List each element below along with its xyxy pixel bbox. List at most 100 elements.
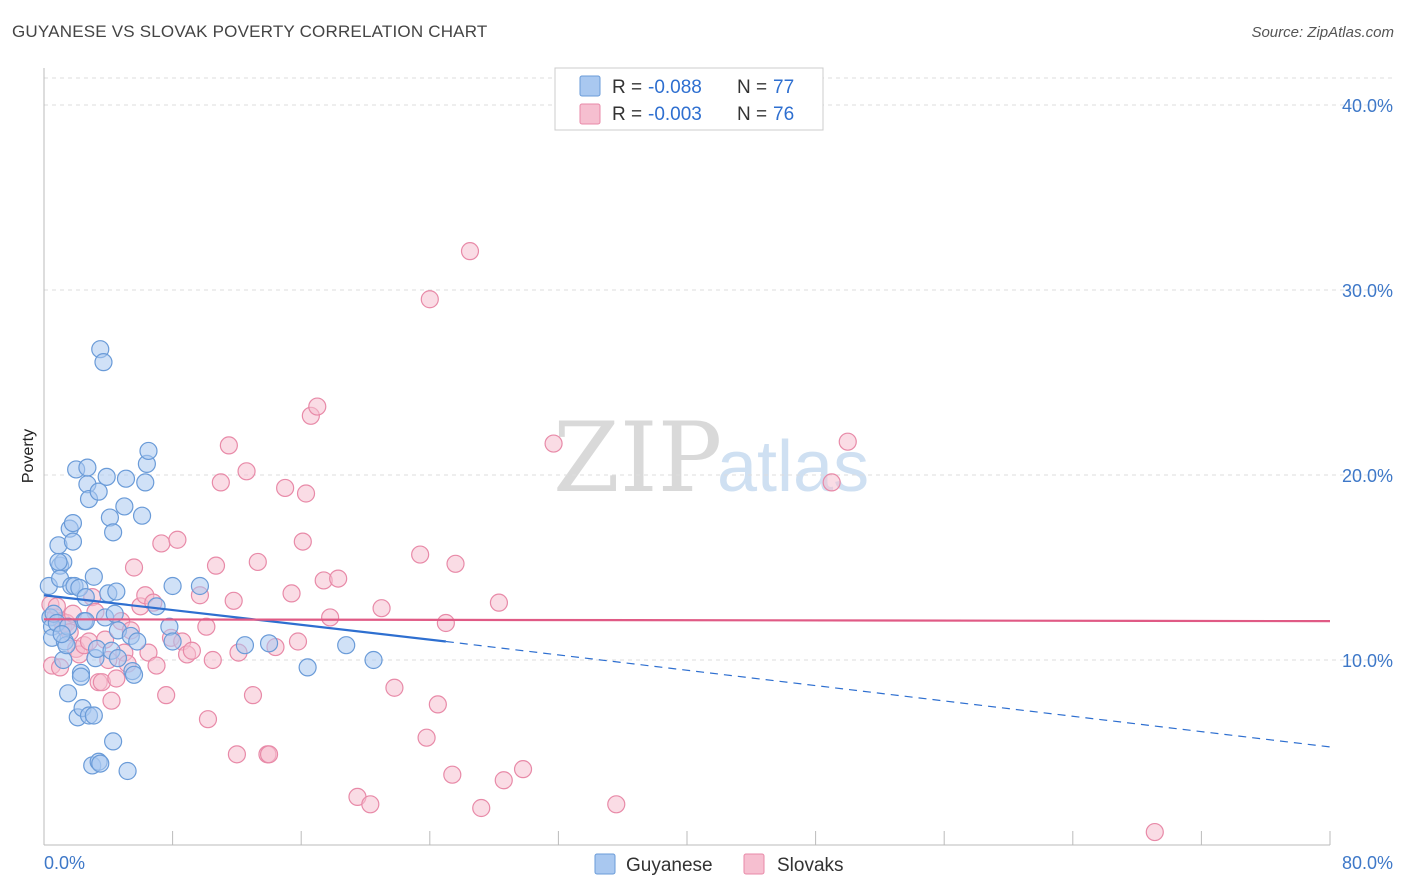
legend-n-label-guyanese: N = <box>737 77 767 98</box>
guyanese-point <box>118 761 137 781</box>
guyanese-point <box>84 706 103 725</box>
slovaks-point <box>276 478 295 498</box>
guyanese-point <box>107 582 126 601</box>
slovaks-point <box>308 397 327 416</box>
guyanese-point <box>104 523 123 542</box>
slovaks-point <box>198 710 218 729</box>
slovaks-point <box>443 765 462 784</box>
guyanese-point <box>116 469 136 488</box>
guyanese-point <box>163 576 182 596</box>
slovaks-point <box>248 552 267 572</box>
guyanese-point <box>337 636 356 655</box>
slovaks-point <box>385 678 404 697</box>
source-label: Source: ZipAtlas.com <box>1251 24 1394 41</box>
slovaks-point <box>182 641 201 660</box>
guyanese-point <box>104 732 123 751</box>
guyanese-point <box>97 467 116 486</box>
guyanese-point <box>76 587 95 607</box>
guyanese-point <box>54 650 73 670</box>
slovaks-point <box>282 584 301 603</box>
watermark-zip: ZIP <box>553 402 722 514</box>
slovaks-point <box>329 569 348 588</box>
guyanese-point <box>63 532 83 551</box>
guyanese-point <box>139 441 158 461</box>
slovaks-point <box>420 290 439 309</box>
slovaks-point <box>102 691 121 710</box>
guyanese-point <box>124 665 144 684</box>
slovaks-point <box>460 242 480 261</box>
bottom-legend-label-slovaks: Slovaks <box>777 855 844 876</box>
guyanese-point <box>108 649 128 668</box>
y-axis-tick-labels: 10.0% 20.0% 30.0% 40.0% <box>1342 96 1393 671</box>
slovaks-point <box>243 686 263 705</box>
slovaks-point <box>428 695 447 714</box>
slovaks-point <box>139 643 158 662</box>
x-tick-label-max: 80.0% <box>1342 853 1393 873</box>
slovaks-point <box>197 617 216 636</box>
slovaks-point <box>411 545 430 564</box>
slovaks-point <box>152 534 171 553</box>
guyanese-trend-line <box>43 594 447 643</box>
guyanese-point <box>63 513 83 533</box>
x-tick-label-min: 0.0% <box>44 853 85 873</box>
bottom-legend-swatch-slovaks <box>743 853 765 875</box>
guyanese-point <box>136 473 155 492</box>
y-tick-label: 10.0% <box>1342 651 1393 671</box>
slovaks-point <box>203 650 222 670</box>
slovaks-point <box>446 554 465 573</box>
guyanese-point <box>259 634 279 653</box>
guyanese-point <box>190 576 210 596</box>
legend-swatch-guyanese <box>579 75 601 97</box>
correlation-legend: R = -0.088 N = 77 R = -0.003 N = 76 <box>554 67 824 131</box>
guyanese-point <box>147 597 166 616</box>
bottom-legend-swatch-guyanese <box>594 853 616 875</box>
slovaks-point <box>822 473 841 492</box>
slovaks-point <box>472 798 491 818</box>
y-axis-label: Poverty <box>20 429 37 483</box>
guyanese-point <box>160 617 179 636</box>
slovaks-point <box>157 686 176 705</box>
slovaks-point <box>436 613 455 633</box>
y-tick-label: 40.0% <box>1342 96 1393 116</box>
guyanese-point <box>235 636 255 655</box>
slovaks-point <box>1145 822 1164 842</box>
slovaks-point <box>259 745 279 764</box>
guyanese-point <box>163 632 182 651</box>
slovaks-trend-line <box>43 618 1331 623</box>
slovaks-point <box>237 462 256 481</box>
slovaks-point <box>147 656 166 675</box>
guyanese-trend-extension <box>445 640 1331 748</box>
series-slovaks-points <box>41 242 1164 842</box>
y-tick-label: 30.0% <box>1342 281 1393 301</box>
slovaks-point <box>513 760 533 779</box>
guyanese-point <box>94 353 113 372</box>
guyanese-point <box>49 552 68 572</box>
legend-n-value-slovaks: 76 <box>773 104 794 125</box>
legend-n-label-slovaks: N = <box>737 104 767 125</box>
guyanese-point <box>52 624 71 644</box>
guyanese-point <box>100 508 120 527</box>
legend-r-value-guyanese: -0.088 <box>648 77 702 98</box>
guyanese-point <box>76 612 95 631</box>
y-tick-label: 20.0% <box>1342 466 1393 486</box>
x-axis-ticks <box>43 831 1331 845</box>
slovaks-point <box>206 556 226 575</box>
guyanese-point <box>364 650 383 670</box>
gridlines <box>44 77 1393 661</box>
slovaks-point <box>288 632 308 651</box>
guyanese-point <box>71 667 91 686</box>
slovaks-point <box>168 530 187 549</box>
slovaks-point <box>224 591 243 610</box>
guyanese-point <box>132 506 152 525</box>
series-legend: Guyanese Slovaks <box>594 853 844 876</box>
guyanese-point <box>91 754 110 773</box>
series-guyanese-points <box>39 340 383 781</box>
slovaks-point <box>494 771 513 790</box>
legend-r-label-guyanese: R = <box>612 77 642 98</box>
slovaks-point <box>417 728 436 747</box>
guyanese-point <box>59 684 78 703</box>
slovaks-point <box>107 669 126 688</box>
bottom-legend-label-guyanese: Guyanese <box>626 855 713 876</box>
legend-n-value-guyanese: 77 <box>773 77 794 98</box>
